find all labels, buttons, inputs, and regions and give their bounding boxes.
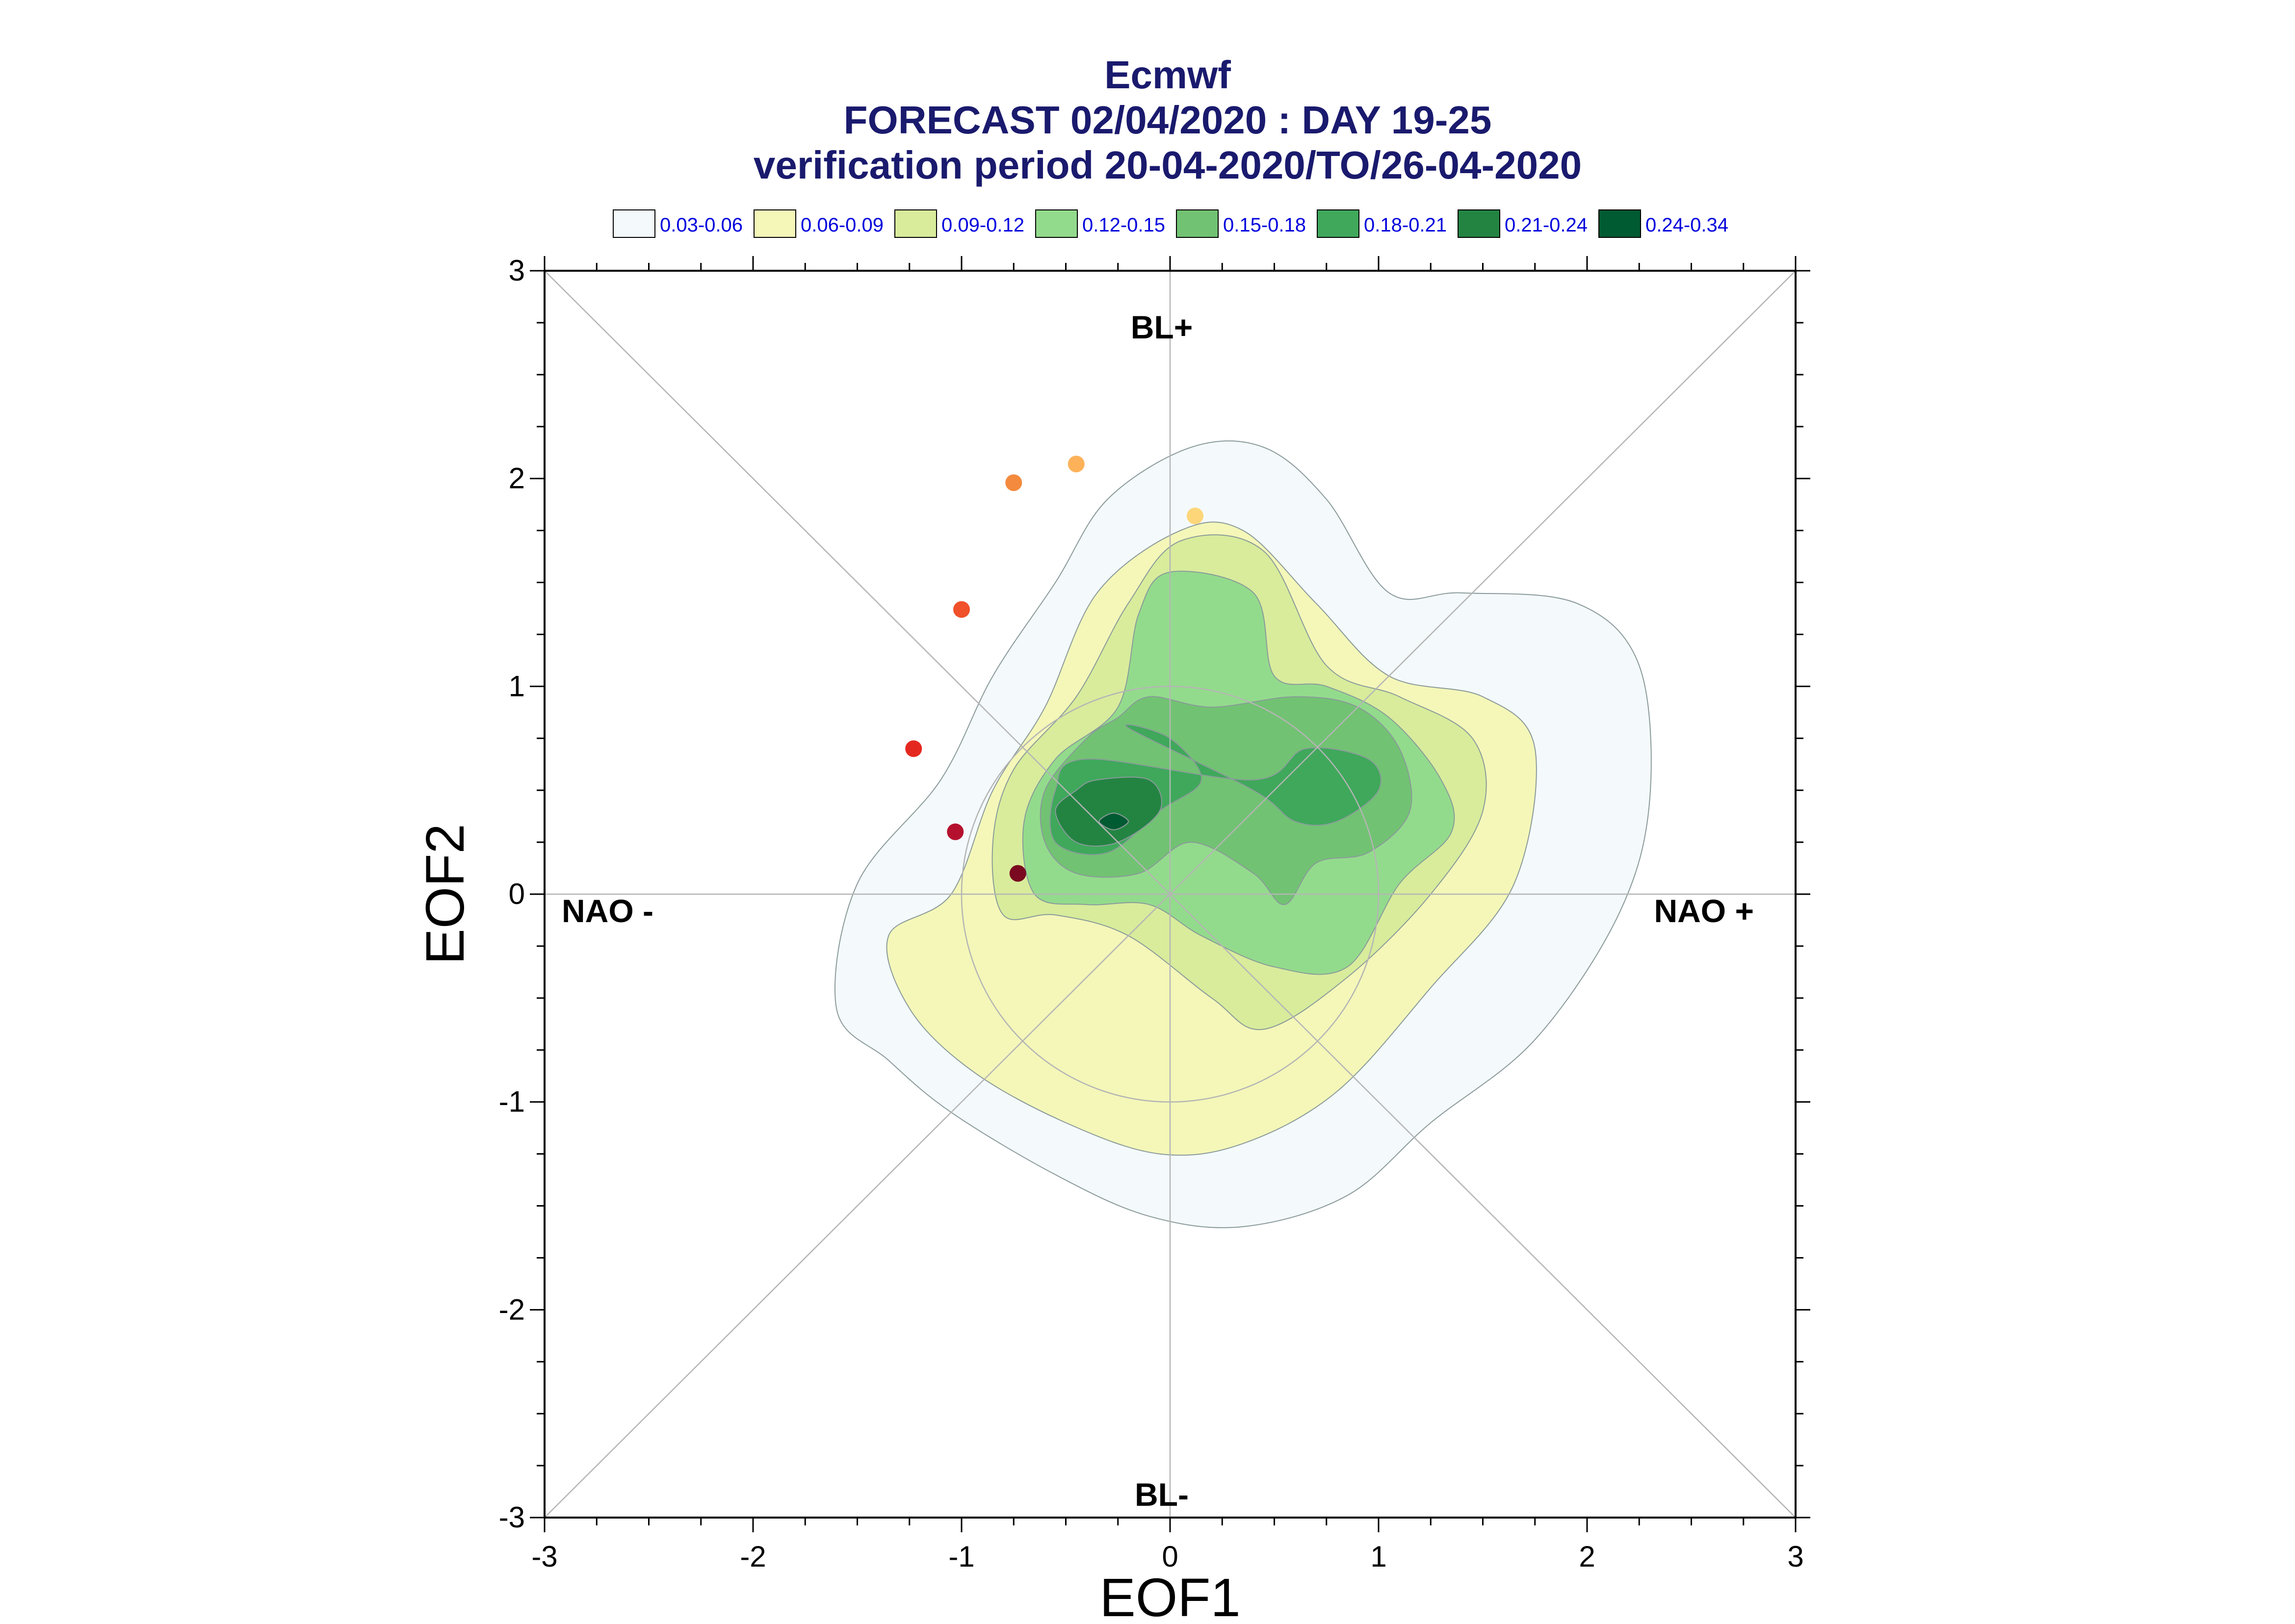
legend-swatch: [754, 209, 796, 238]
y-tick-label: 2: [509, 462, 525, 495]
legend-label: 0.06-0.09: [801, 214, 884, 236]
x-tick-label: 1: [1370, 1540, 1386, 1573]
x-tick-label: -1: [948, 1540, 974, 1573]
legend-swatch: [1035, 209, 1078, 238]
x-tick-label: -3: [531, 1540, 557, 1573]
density-contour-7: [1098, 812, 1129, 830]
y-tick-label: -3: [499, 1501, 525, 1534]
data-point-6: [1187, 507, 1203, 524]
y-tick-label: 3: [509, 254, 525, 287]
data-point-5: [1068, 456, 1085, 473]
data-points: [905, 456, 1203, 882]
legend-label: 0.12-0.15: [1082, 214, 1165, 236]
legend-swatch: [1458, 209, 1500, 238]
x-tick-label: 3: [1787, 1540, 1803, 1573]
legend-swatch: [1598, 209, 1641, 238]
x-tick-label: 0: [1162, 1540, 1178, 1573]
legend-swatch: [894, 209, 937, 238]
unit-circle: [961, 686, 1380, 1103]
legend-swatch: [1317, 209, 1359, 238]
y-tick-label: 1: [509, 670, 525, 702]
data-point-1: [947, 823, 964, 840]
data-point-3: [953, 601, 970, 618]
chart-subtitle-line-2: verification period 20-04-2020/TO/26-04-…: [754, 143, 1582, 187]
legend-label: 0.21-0.24: [1505, 214, 1588, 236]
density-contour-6: [1055, 776, 1162, 847]
data-point-4: [1005, 474, 1022, 491]
legend: 0.03-0.06 0.06-0.09 0.09-0.12 0.12-0.15 0.15…: [613, 209, 1728, 238]
y-tick-label: -2: [499, 1293, 525, 1326]
regime-label-bl-plus: BL+: [1131, 309, 1193, 345]
legend-swatch: [1176, 209, 1219, 238]
legend-label: 0.18-0.21: [1364, 214, 1447, 236]
data-point-0: [1009, 865, 1026, 882]
legend-label: 0.24-0.34: [1645, 214, 1728, 236]
legend-label: 0.09-0.12: [941, 214, 1024, 236]
plot-area: -3 -2 -1 0 1 2 3 -3 -2 -1 0 1 2 3: [499, 254, 1810, 1573]
legend-label: 0.03-0.06: [660, 214, 743, 236]
regime-label-bl-minus: BL-: [1135, 1476, 1189, 1513]
x-tick-label: 2: [1579, 1540, 1595, 1573]
regime-label-nao-minus: NAO -: [562, 893, 653, 929]
axis-ticks: -3 -2 -1 0 1 2 3 -3 -2 -1 0 1 2 3: [499, 254, 1810, 1573]
x-axis-title: EOF1: [1099, 1568, 1240, 1624]
y-axis-title: EOF2: [415, 824, 475, 964]
regime-label-nao-plus: NAO +: [1654, 893, 1754, 929]
chart-title: Ecmwf: [1104, 53, 1231, 97]
legend-swatch: [613, 209, 655, 238]
y-tick-label: 0: [509, 877, 525, 910]
data-point-2: [905, 740, 922, 757]
guide-lines: [544, 270, 1796, 1518]
x-tick-label: -2: [740, 1540, 766, 1573]
legend-label: 0.15-0.18: [1223, 214, 1306, 236]
chart-subtitle-line-1: FORECAST 02/04/2020 : DAY 19-25: [844, 98, 1492, 142]
y-tick-label: -1: [499, 1085, 525, 1118]
